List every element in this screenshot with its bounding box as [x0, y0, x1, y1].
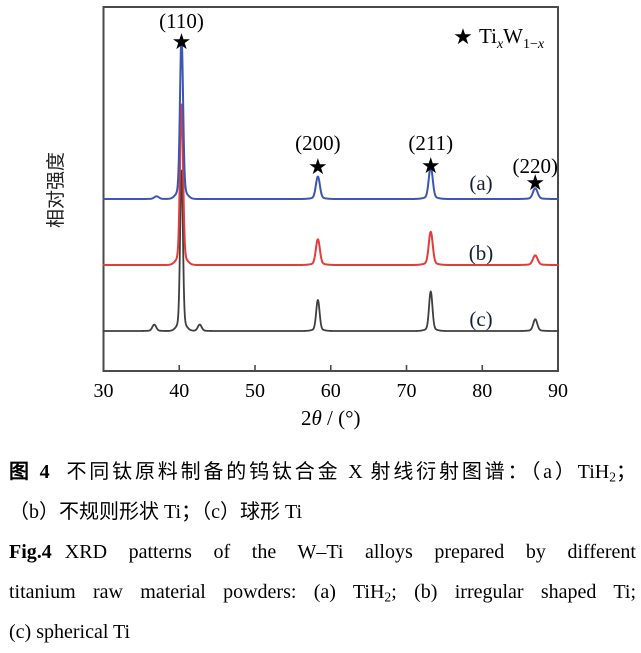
- caption-en-text1: XRD patterns of the W–Ti alloys prepared…: [64, 541, 636, 563]
- caption-cn-subscript: 2: [609, 469, 616, 485]
- xrd-chart: (a)(b)(c) (110)★(200)★(211)★ (220)★ 30 40 5…: [45, 6, 568, 430]
- x-tick-label-40: 40: [169, 380, 189, 402]
- series-label-c: (c): [469, 307, 492, 331]
- legend-formula: TixW1−x: [479, 24, 545, 52]
- x-tick-label-90: 90: [548, 380, 568, 402]
- axes: 30 40 50 60 70 80 90 2θ / (°) 相对强度: [45, 152, 568, 430]
- curve-c: [102, 169, 559, 332]
- caption-en-text2-end: ; (b) irregular shaped Ti;: [391, 581, 637, 603]
- figure-captions: 图 4 不同钛原料制备的钨钛合金 X 射线衍射图谱：（a）TiH2； （b）不规则…: [0, 452, 641, 652]
- caption-en-subscript: 2: [384, 589, 392, 605]
- peak-star-icon: ★: [421, 153, 441, 178]
- peak-label-200: (200): [295, 131, 341, 155]
- legend-star-icon: ★: [453, 24, 473, 49]
- peak-label-211: (211): [408, 131, 453, 155]
- caption-cn-line1: 图 4 不同钛原料制备的钨钛合金 X 射线衍射图谱：（a）TiH2；: [9, 452, 636, 492]
- caption-en-line2: titanium raw material powders: (a) TiH2;…: [9, 572, 636, 612]
- legend: ★ TixW1−x: [453, 24, 545, 52]
- caption-chinese: 图 4 不同钛原料制备的钨钛合金 X 射线衍射图谱：（a）TiH2； （b）不规则…: [9, 452, 636, 532]
- curve-a: [102, 35, 559, 200]
- caption-cn-text2: （b）不规则形状 Ti；（c）球形 Ti: [9, 501, 303, 523]
- x-tick-label-70: 70: [397, 380, 417, 402]
- caption-english: Fig.4 XRD patterns of the W–Ti alloys pre…: [9, 532, 636, 652]
- x-axis-title: 2θ / (°): [301, 406, 361, 430]
- peak-label-110: (110): [159, 9, 204, 33]
- caption-en-text2: titanium raw material powders: (a) TiH: [9, 581, 385, 603]
- x-tick-label-50: 50: [245, 380, 265, 402]
- xrd-curves: (a) (b) (c): [102, 35, 559, 332]
- peak-star-icon: ★: [525, 170, 545, 195]
- peak-star-icon: ★: [308, 154, 328, 179]
- caption-cn-text1: 不同钛原料制备的钨钛合金 X 射线衍射图谱：（a）TiH: [63, 461, 610, 483]
- peak-star-icon: ★: [172, 29, 192, 54]
- series-label-b: (b): [469, 241, 494, 265]
- caption-cn-text1-end: ；: [616, 461, 636, 483]
- peak-annotations: (110)★(200)★(211)★ (220)★: [159, 9, 558, 195]
- peak-label-220: (220): [513, 154, 559, 178]
- figure-number-en: Fig.4: [9, 541, 52, 563]
- series-label-a: (a): [469, 171, 492, 195]
- caption-cn-line2: （b）不规则形状 Ti；（c）球形 Ti: [9, 492, 636, 532]
- x-tick-label-30: 30: [94, 380, 114, 402]
- y-axis-title: 相对强度: [45, 152, 67, 228]
- caption-en-text3: (c) spherical Ti: [9, 621, 131, 643]
- caption-en-line3: (c) spherical Ti: [9, 612, 636, 652]
- x-tick-label-60: 60: [321, 380, 341, 402]
- figure-number-cn: 图 4: [9, 461, 50, 483]
- x-tick-label-80: 80: [472, 380, 492, 402]
- caption-en-line1: Fig.4 XRD patterns of the W–Ti alloys pre…: [9, 532, 636, 572]
- curve-b: [102, 103, 559, 266]
